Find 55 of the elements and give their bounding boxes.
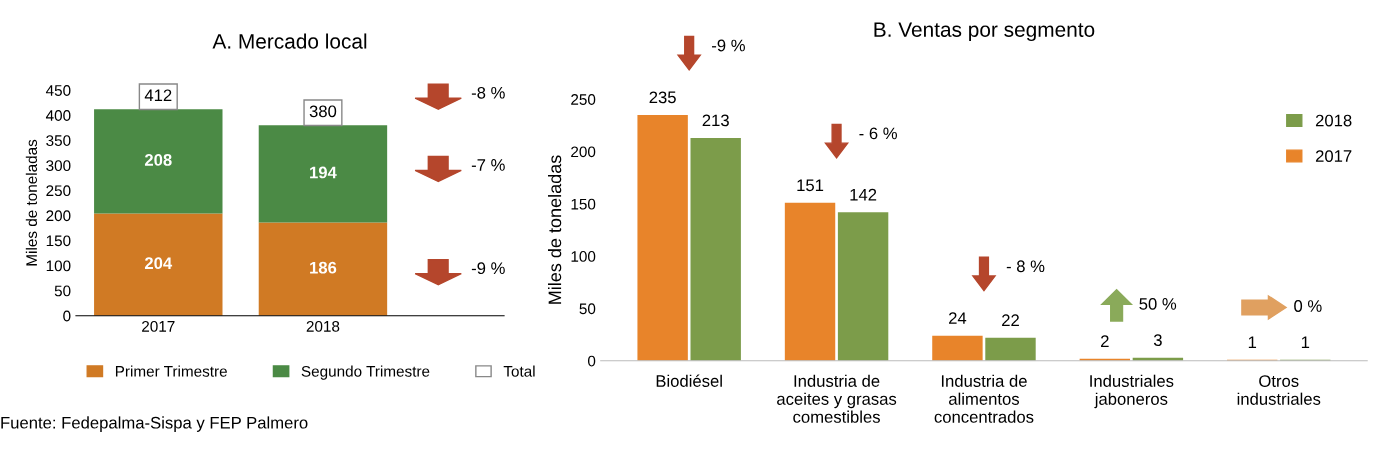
annotation: -8 %	[471, 86, 505, 99]
y-tick-label: 250	[571, 94, 596, 105]
data-label: 204	[144, 257, 173, 270]
data-label: 186	[310, 261, 337, 274]
legend-label: Segundo Trimestre	[301, 365, 430, 380]
y-axis-title: Miles de toneladas	[25, 139, 38, 266]
data-label: 1	[1248, 336, 1257, 348]
x-tick-label: Industria de alimentos concentrados	[934, 374, 1034, 423]
chart-title: A. Mercado local	[212, 33, 367, 49]
annotation: -9 %	[471, 262, 505, 275]
data-label: 2	[1101, 335, 1109, 347]
y-tick-label: 0	[63, 310, 71, 322]
y-tick-label: 200	[46, 210, 71, 222]
x-tick-label: Industriales jaboneros	[1090, 374, 1174, 409]
data-label: 142	[850, 188, 877, 201]
total-label: 412	[144, 89, 172, 102]
data-label: 24	[949, 312, 967, 324]
data-label: 3	[1153, 334, 1162, 346]
y-tick-label: 150	[571, 198, 596, 210]
data-label: 235	[649, 91, 676, 104]
x-tick-label: Otros industriales	[1237, 375, 1321, 405]
data-label: 151	[797, 179, 824, 192]
x-tick-label: Biodiésel	[656, 374, 722, 387]
data-label: 22	[1002, 314, 1019, 326]
y-axis-title: Miles de toneladas	[548, 155, 562, 304]
legend-label: 2018	[1315, 114, 1352, 127]
y-tick-label: 0	[587, 355, 596, 367]
y-tick-label: 400	[45, 110, 71, 121]
annotation: - 8 %	[1006, 260, 1045, 273]
annotation: 50 %	[1139, 298, 1177, 310]
y-tick-label: 300	[46, 160, 71, 172]
source-note: Fuente: Fedepalma-Sispa y FEP Palmero	[1, 416, 308, 432]
text: -9 %	[712, 39, 745, 52]
annotation: - 6 %	[859, 127, 897, 140]
legend-label: Primer Trimestre	[115, 365, 227, 377]
y-tick-label: 50	[579, 303, 596, 315]
y-tick-label: 50	[54, 285, 71, 297]
data-label: 213	[702, 114, 729, 127]
annotation: -7 %	[471, 159, 505, 171]
legend-label: 2017	[1315, 150, 1352, 162]
y-tick-label: 250	[46, 185, 71, 197]
text: Total	[503, 365, 535, 377]
total-label: 380	[309, 105, 337, 118]
data-label: 1	[1301, 336, 1310, 348]
annotation: 0 %	[1294, 300, 1322, 312]
y-tick-label: 200	[571, 146, 596, 158]
y-tick-label: 450	[45, 85, 71, 96]
data-label: 208	[144, 154, 172, 166]
chart-title: B. Ventas por segmento	[874, 22, 1095, 42]
data-label: 194	[310, 166, 337, 179]
y-tick-label: 150	[46, 235, 71, 247]
y-tick-label: 350	[46, 135, 71, 146]
y-tick-label: 100	[571, 251, 596, 262]
x-tick-label: Industria de aceites y grasas comestibles	[777, 374, 897, 423]
y-tick-label: 100	[46, 260, 71, 272]
